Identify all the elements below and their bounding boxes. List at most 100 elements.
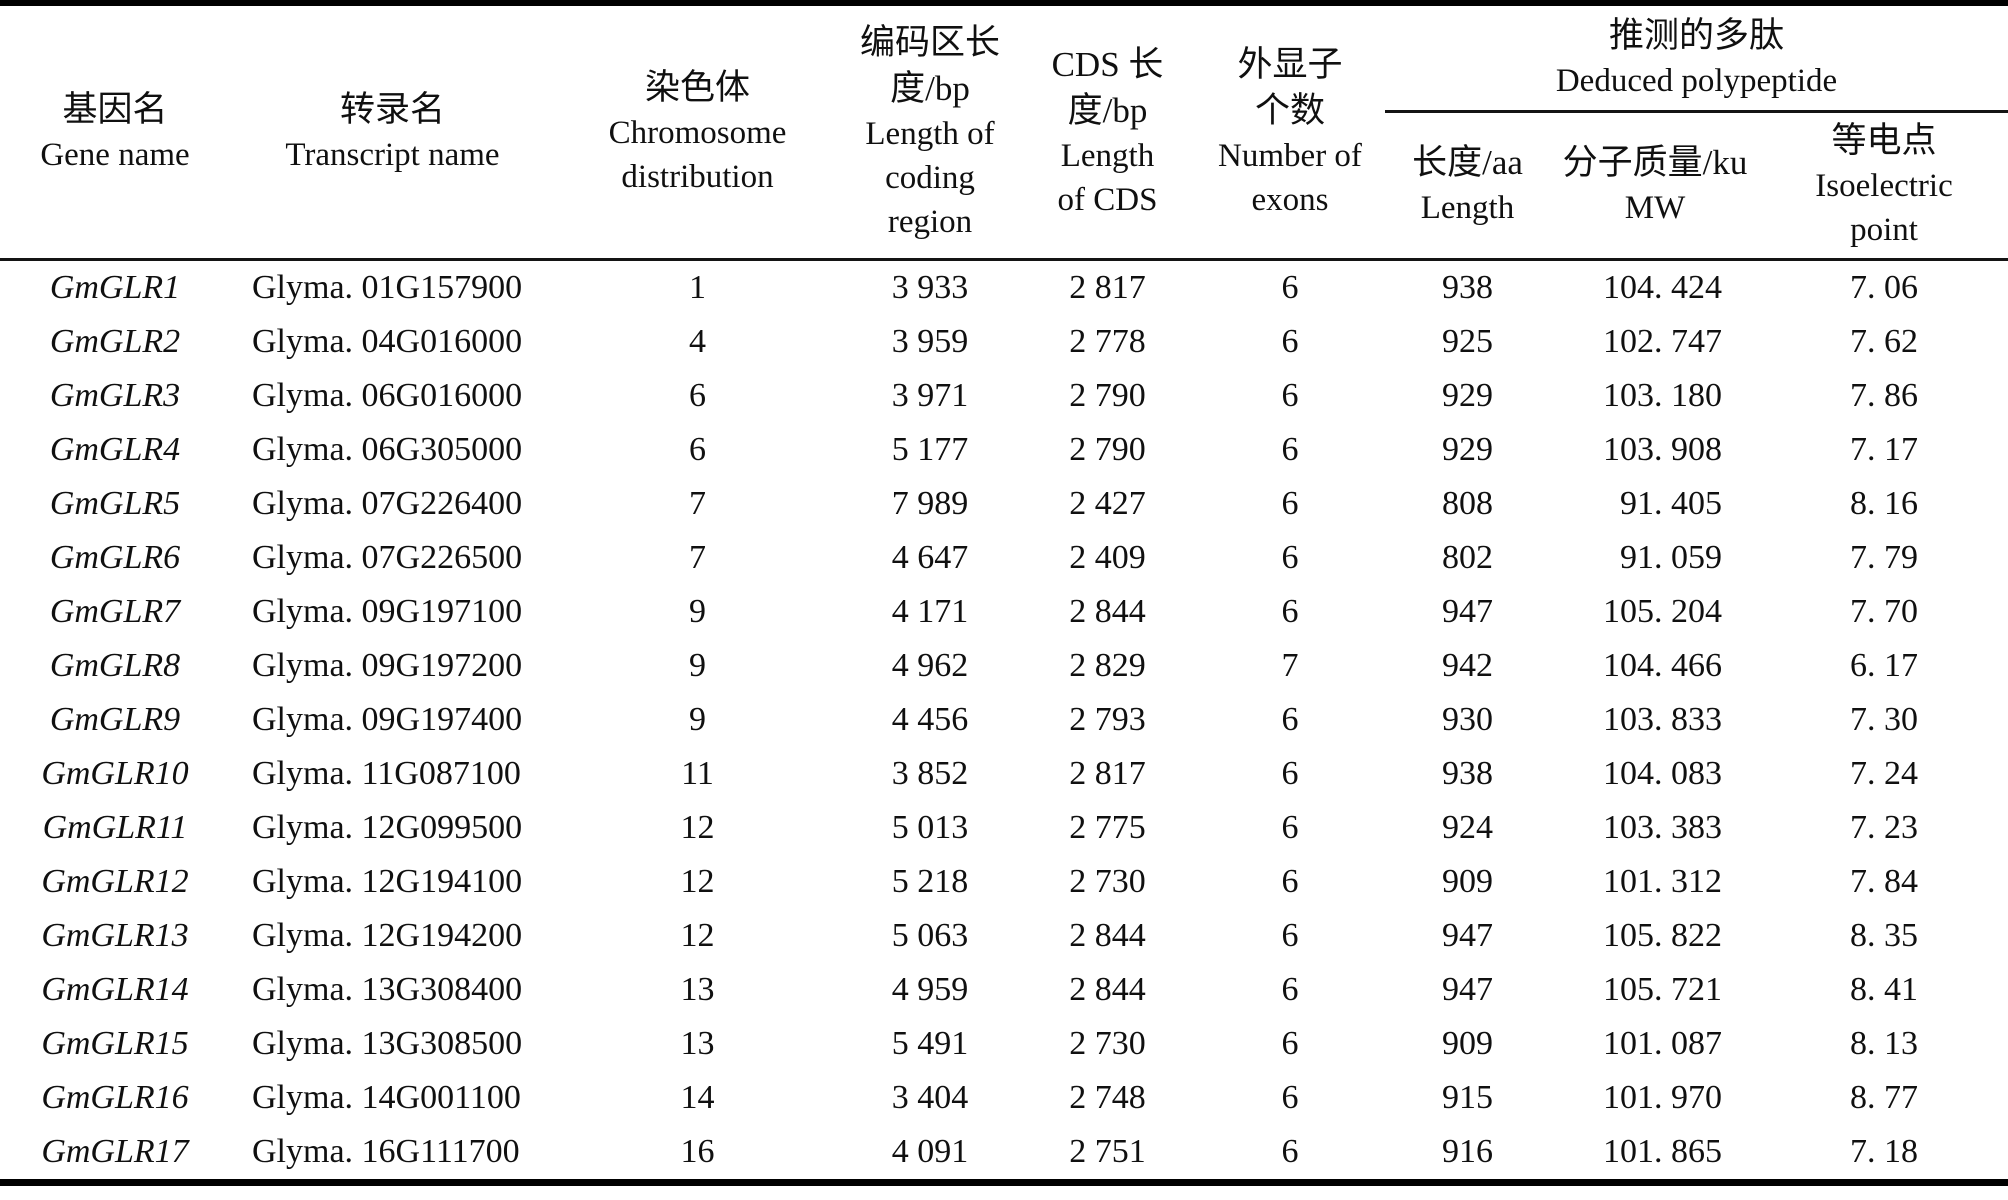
cell-molecular-weight: 105. 721 xyxy=(1603,970,1722,1008)
cell-molecular-weight: 105. 204 xyxy=(1603,592,1722,630)
col-header-transcript-name: 转录名 Transcript name xyxy=(230,3,555,259)
cell-isoelectric-point: 7. 06 xyxy=(1850,268,1919,306)
cell-exon-count: 6 xyxy=(1281,430,1299,468)
cell-exon-count: 6 xyxy=(1281,862,1299,900)
cell-transcript-name: Glyma. 13G308500 xyxy=(252,1024,523,1062)
coding-label-en1: Length of xyxy=(865,115,995,152)
col-header-molecular-weight: 分子质量/ku MW xyxy=(1550,111,1760,259)
cell-aa-length: 947 xyxy=(1442,970,1493,1008)
cell-molecular-weight: 105. 822 xyxy=(1603,916,1722,954)
cell-gene-name: GmGLR16 xyxy=(41,1078,189,1116)
cell-transcript-name: Glyma. 13G308400 xyxy=(252,970,523,1008)
cell-coding-region-length: 4 647 xyxy=(891,538,969,576)
cell-coding-region-length: 4 091 xyxy=(891,1132,969,1170)
cell-isoelectric-point: 7. 24 xyxy=(1850,754,1919,792)
cell-coding-region-length: 3 852 xyxy=(891,754,969,792)
pi-label-en1: Isoelectric xyxy=(1815,168,1953,204)
exons-label-zh2: 个数 xyxy=(1254,90,1325,130)
cell-transcript-name: Glyma. 09G197100 xyxy=(252,592,523,630)
cell-aa-length: 938 xyxy=(1442,754,1493,792)
cell-cds-length: 2 844 xyxy=(1069,916,1146,954)
transcript-label-zh: 转录名 xyxy=(339,89,445,129)
cds-label-en1: Length xyxy=(1060,137,1155,174)
cell-isoelectric-point: 8. 16 xyxy=(1850,484,1919,522)
cell-cds-length: 2 790 xyxy=(1069,430,1146,468)
cell-gene-name: GmGLR4 xyxy=(49,430,181,468)
cell-aa-length: 942 xyxy=(1442,646,1493,684)
mw-label-zh: 分子质量/ku xyxy=(1562,143,1748,182)
cell-molecular-weight: 104. 424 xyxy=(1603,268,1722,306)
table-row: GmGLR1 Glyma. 01G157900 1 3 933 2 817 6 938 104… xyxy=(0,259,2008,315)
cell-chromosome: 12 xyxy=(680,862,715,900)
cell-isoelectric-point: 7. 84 xyxy=(1850,862,1919,900)
table-row: GmGLR17 Glyma. 16G111700 16 4 091 2 751 6 916 1… xyxy=(0,1125,2008,1183)
cell-transcript-name: Glyma. 07G226400 xyxy=(252,484,523,522)
col-header-aa-length: 长度/aa Length xyxy=(1385,111,1550,259)
cell-gene-name: GmGLR9 xyxy=(49,700,181,738)
cell-exon-count: 6 xyxy=(1281,700,1299,738)
cell-coding-region-length: 5 063 xyxy=(891,916,969,954)
cell-aa-length: 925 xyxy=(1442,322,1493,360)
cell-aa-length: 938 xyxy=(1442,268,1493,306)
cell-gene-name: GmGLR3 xyxy=(49,376,181,414)
cell-coding-region-length: 7 989 xyxy=(891,484,969,522)
cell-exon-count: 6 xyxy=(1281,1132,1299,1170)
coding-label-zh1: 编码区长 xyxy=(859,22,1000,62)
cell-exon-count: 6 xyxy=(1281,268,1299,306)
cell-coding-region-length: 4 456 xyxy=(891,700,969,738)
cell-cds-length: 2 409 xyxy=(1069,538,1146,576)
cell-chromosome: 14 xyxy=(680,1078,715,1116)
cell-exon-count: 6 xyxy=(1281,1078,1299,1116)
cell-molecular-weight: 101. 312 xyxy=(1603,862,1722,900)
cell-isoelectric-point: 7. 17 xyxy=(1850,430,1919,468)
cell-gene-name: GmGLR1 xyxy=(49,268,181,306)
cell-aa-length: 930 xyxy=(1442,700,1493,738)
cell-isoelectric-point: 7. 23 xyxy=(1850,808,1919,846)
cell-cds-length: 2 793 xyxy=(1069,700,1146,738)
cell-exon-count: 6 xyxy=(1281,538,1299,576)
cell-coding-region-length: 5 218 xyxy=(891,862,969,900)
cell-gene-name: GmGLR15 xyxy=(41,1024,189,1062)
cell-cds-length: 2 427 xyxy=(1069,484,1146,522)
cell-transcript-name: Glyma. 09G197200 xyxy=(252,646,523,684)
cell-molecular-weight: 91. 405 xyxy=(1620,484,1722,522)
col-header-chromosome: 染色体 Chromosome distribution xyxy=(555,3,840,259)
cell-gene-name: GmGLR11 xyxy=(42,808,188,846)
cell-cds-length: 2 817 xyxy=(1069,268,1146,306)
col-header-cds-length: CDS 长 度/bp Length of CDS xyxy=(1020,3,1195,259)
table-header: 基因名 Gene name 转录名 Transcript name 染色体 Ch… xyxy=(0,3,2008,259)
table-row: GmGLR12 Glyma. 12G194100 12 5 218 2 730 6 909 1… xyxy=(0,855,2008,909)
cell-transcript-name: Glyma. 16G111700 xyxy=(252,1132,520,1170)
cell-molecular-weight: 104. 466 xyxy=(1603,646,1722,684)
cell-coding-region-length: 4 962 xyxy=(891,646,969,684)
cell-gene-name: GmGLR2 xyxy=(49,322,181,360)
cell-molecular-weight: 101. 970 xyxy=(1603,1078,1722,1116)
cell-coding-region-length: 5 491 xyxy=(891,1024,969,1062)
cell-aa-length: 915 xyxy=(1442,1078,1493,1116)
cell-aa-length: 929 xyxy=(1442,376,1493,414)
cell-coding-region-length: 3 404 xyxy=(891,1078,969,1116)
cell-gene-name: GmGLR10 xyxy=(41,754,189,792)
cell-isoelectric-point: 8. 13 xyxy=(1850,1024,1919,1062)
cell-chromosome: 13 xyxy=(680,1024,715,1062)
cell-coding-region-length: 3 959 xyxy=(891,322,969,360)
cell-cds-length: 2 817 xyxy=(1069,754,1146,792)
cell-transcript-name: Glyma. 09G197400 xyxy=(252,700,523,738)
cell-cds-length: 2 751 xyxy=(1069,1132,1146,1170)
cell-exon-count: 6 xyxy=(1281,592,1299,630)
table-row: GmGLR5 Glyma. 07G226400 7 7 989 2 427 6 808 91.… xyxy=(0,477,2008,531)
cell-isoelectric-point: 7. 79 xyxy=(1850,538,1919,576)
table-body: GmGLR1 Glyma. 01G157900 1 3 933 2 817 6 938 104… xyxy=(0,259,2008,1182)
cell-gene-name: GmGLR5 xyxy=(49,484,181,522)
cell-cds-length: 2 844 xyxy=(1069,592,1146,630)
col-header-gene-name: 基因名 Gene name xyxy=(0,3,230,259)
pi-label-en2: point xyxy=(1850,212,1918,248)
cell-isoelectric-point: 7. 70 xyxy=(1850,592,1919,630)
cell-isoelectric-point: 7. 18 xyxy=(1850,1132,1919,1170)
cell-chromosome: 16 xyxy=(680,1132,715,1170)
pi-label-zh: 等电点 xyxy=(1831,121,1937,160)
table-row: GmGLR10 Glyma. 11G087100 11 3 852 2 817 6 938 1… xyxy=(0,747,2008,801)
cell-exon-count: 6 xyxy=(1281,970,1299,1008)
exons-label-en1: Number of xyxy=(1218,137,1362,174)
